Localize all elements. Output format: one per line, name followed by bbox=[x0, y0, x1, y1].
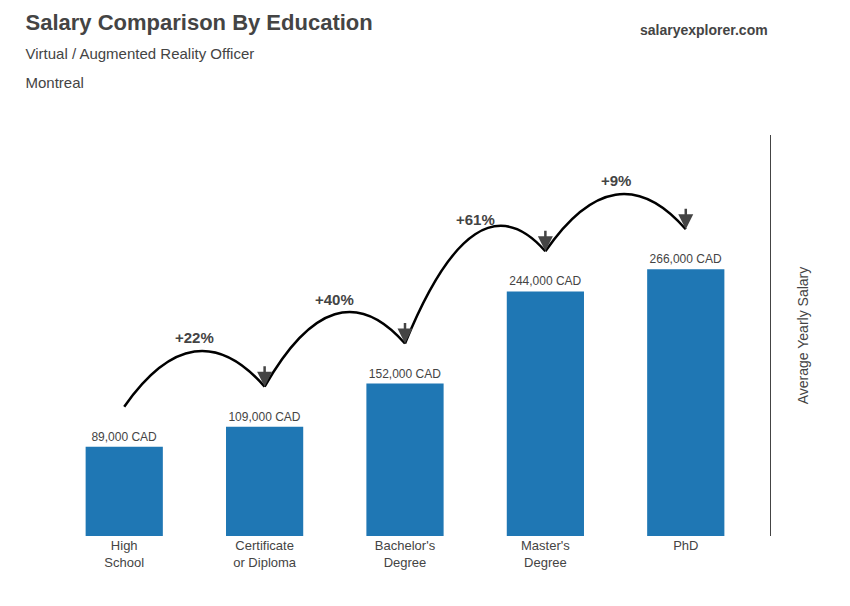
svg-text:+40%: +40% bbox=[315, 291, 354, 308]
svg-text:266,000 CAD: 266,000 CAD bbox=[650, 252, 722, 266]
svg-text:152,000 CAD: 152,000 CAD bbox=[369, 367, 441, 381]
svg-text:HighSchool: HighSchool bbox=[104, 538, 144, 570]
svg-text:+61%: +61% bbox=[456, 211, 495, 228]
svg-text:Bachelor'sDegree: Bachelor'sDegree bbox=[375, 538, 436, 570]
svg-text:Average Yearly Salary: Average Yearly Salary bbox=[795, 267, 811, 405]
svg-text:Certificateor Diploma: Certificateor Diploma bbox=[233, 538, 297, 570]
svg-text:+22%: +22% bbox=[175, 329, 214, 346]
svg-text:89,000 CAD: 89,000 CAD bbox=[91, 430, 157, 444]
svg-text:Salary Comparison By Education: Salary Comparison By EducationVirtual / … bbox=[26, 10, 373, 90]
svg-text:salaryexplorer.com: salaryexplorer.com bbox=[640, 22, 768, 38]
svg-text:PhD: PhD bbox=[673, 538, 698, 553]
svg-text:244,000 CAD: 244,000 CAD bbox=[509, 274, 581, 288]
svg-text:109,000 CAD: 109,000 CAD bbox=[228, 410, 300, 424]
svg-text:+9%: +9% bbox=[601, 172, 631, 189]
svg-text:Master'sDegree: Master'sDegree bbox=[521, 538, 570, 570]
